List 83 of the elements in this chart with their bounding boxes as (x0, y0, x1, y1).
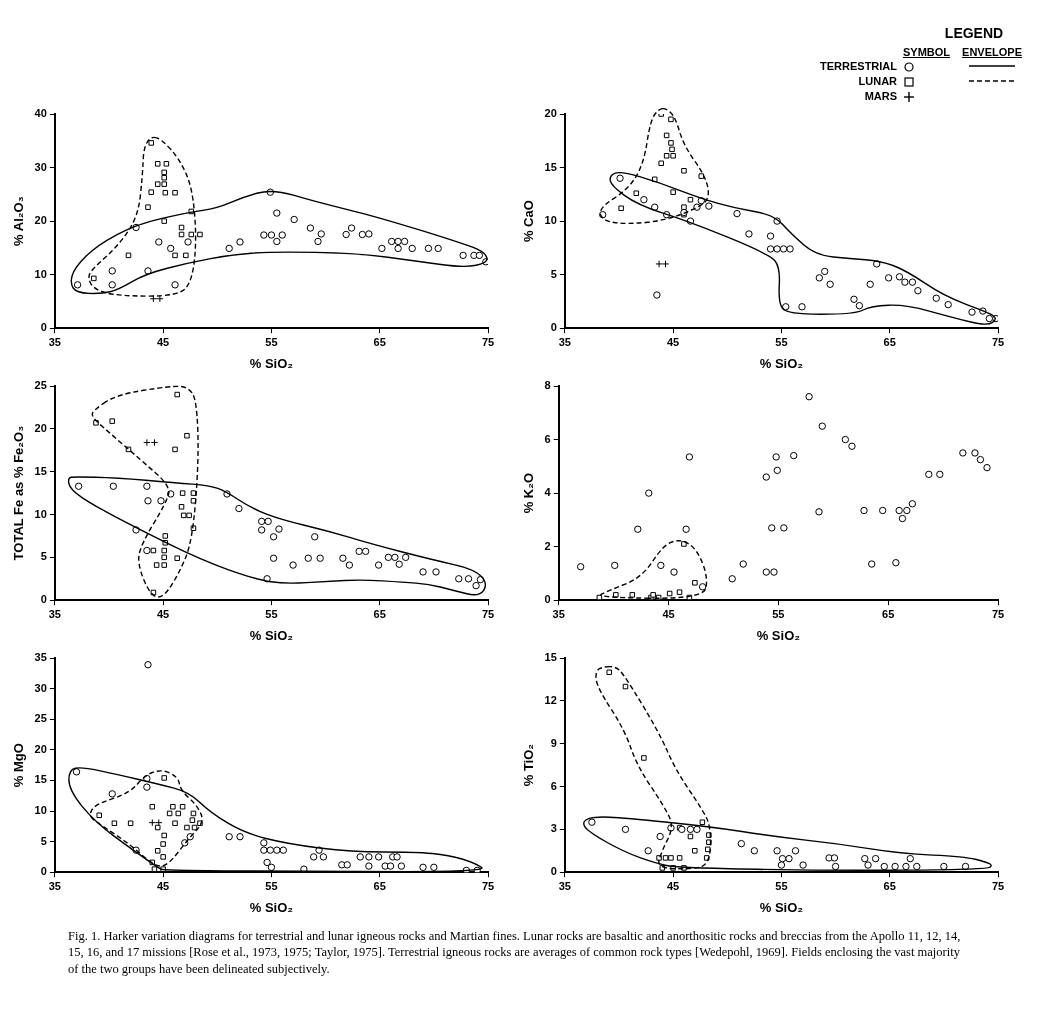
x-tick-label: 55 (775, 879, 788, 892)
legend-label: MARS (863, 89, 898, 104)
y-tick-label: 5 (550, 267, 557, 280)
y-tick-label: 15 (34, 464, 47, 477)
x-tick-label: 75 (481, 335, 495, 348)
x-axis-title: % SiO₂ (249, 899, 294, 915)
y-tick-label: 30 (34, 160, 47, 173)
y-tick-label: 10 (34, 267, 47, 280)
y-axis-title: % CaO (521, 200, 537, 243)
y-tick-label: 35 (34, 651, 47, 664)
text: ENVELOPE (961, 44, 1023, 59)
y-tick-label: 5 (40, 834, 47, 847)
y-tick-label: 8 (544, 379, 551, 392)
caption: Fig. 1. Harker variation diagrams for terrestrial and lunar igneous rocks and Martian fines. Lunar rocks are basaltic and anorthositic rocks and breccias from the Apollo 11, 12, 14, 15, 16, and 17 missions [Rose et al., 1973, 1975; Taylor, 1975]. Terrestrial igneous rocks are averages of common rock types [Wedepohl, 1969]. Fields enclosing the vast majority of the two groups have been delineated subjectively. (68, 928, 962, 977)
y-tick-label: 0 (544, 593, 551, 606)
legend-label: LUNAR (857, 74, 898, 89)
x-axis-title: % SiO₂ (249, 355, 294, 371)
y-tick-label: 10 (544, 214, 557, 227)
y-tick-label: 9 (550, 736, 557, 749)
y-axis-title: % K₂O (521, 472, 537, 514)
y-tick-label: 0 (40, 321, 47, 334)
y-tick-label: 4 (544, 486, 552, 499)
x-tick-label: 35 (48, 879, 61, 892)
y-tick-label: 0 (40, 593, 47, 606)
x-tick-label: 75 (481, 879, 495, 892)
text: SYMBOL (902, 44, 952, 59)
y-tick-label: 5 (40, 550, 47, 563)
x-tick-label: 35 (48, 335, 61, 348)
y-tick-label: 6 (544, 432, 551, 445)
y-tick-label: 3 (550, 822, 557, 835)
x-tick-label: 45 (662, 607, 675, 620)
x-tick-label: 65 (373, 607, 386, 620)
x-tick-label: 65 (882, 607, 895, 620)
x-axis-title: % SiO₂ (756, 627, 801, 643)
x-axis-title: % SiO₂ (759, 355, 804, 371)
x-tick-label: 55 (772, 607, 785, 620)
y-tick-label: 40 (34, 107, 47, 120)
x-tick-label: 35 (558, 335, 571, 348)
y-tick-label: 0 (40, 865, 47, 878)
x-tick-label: 45 (667, 335, 680, 348)
legend-label: TERRESTRIAL (820, 59, 898, 74)
x-tick-label: 75 (991, 607, 1005, 620)
x-axis-title: % SiO₂ (759, 899, 804, 915)
x-tick-label: 45 (157, 879, 170, 892)
x-tick-label: 75 (991, 335, 1005, 348)
x-tick-label: 35 (558, 879, 571, 892)
x-tick-label: 65 (883, 879, 896, 892)
y-tick-label: 15 (34, 773, 47, 786)
x-tick-label: 75 (991, 879, 1005, 892)
y-tick-label: 0 (550, 321, 557, 334)
y-tick-label: 0 (550, 865, 557, 878)
x-tick-label: 65 (883, 335, 896, 348)
y-axis-title: % MgO (11, 743, 27, 788)
y-tick-label: 25 (34, 379, 47, 392)
y-tick-label: 20 (34, 742, 47, 755)
x-tick-label: 55 (775, 335, 788, 348)
y-tick-label: 30 (34, 681, 47, 694)
y-tick-label: 6 (550, 779, 557, 792)
x-tick-label: 55 (265, 607, 278, 620)
x-axis-title: % SiO₂ (249, 627, 294, 643)
y-tick-label: 20 (34, 214, 47, 227)
legend-title: LEGEND (943, 24, 1005, 41)
y-tick-label: 10 (34, 507, 47, 520)
x-tick-label: 55 (265, 335, 278, 348)
y-tick-label: 20 (34, 421, 47, 434)
y-tick-label: 12 (544, 693, 557, 706)
y-tick-label: 2 (544, 539, 551, 552)
y-axis-title: TOTAL Fe as % Fe₂O₃ (11, 425, 27, 561)
x-tick-label: 45 (667, 879, 680, 892)
y-tick-label: 10 (34, 804, 47, 817)
x-tick-label: 55 (265, 879, 278, 892)
y-tick-label: 25 (34, 712, 47, 725)
x-tick-label: 65 (373, 879, 386, 892)
x-tick-label: 75 (481, 607, 495, 620)
x-tick-label: 35 (48, 607, 61, 620)
y-tick-label: 20 (544, 107, 557, 120)
x-tick-label: 65 (373, 335, 386, 348)
y-axis-title: % TiO₂ (521, 743, 537, 787)
y-tick-label: 15 (544, 160, 557, 173)
x-tick-label: 45 (157, 335, 170, 348)
x-tick-label: 45 (157, 607, 170, 620)
y-axis-title: % Al₂O₃ (11, 196, 27, 246)
y-tick-label: 15 (544, 651, 557, 664)
